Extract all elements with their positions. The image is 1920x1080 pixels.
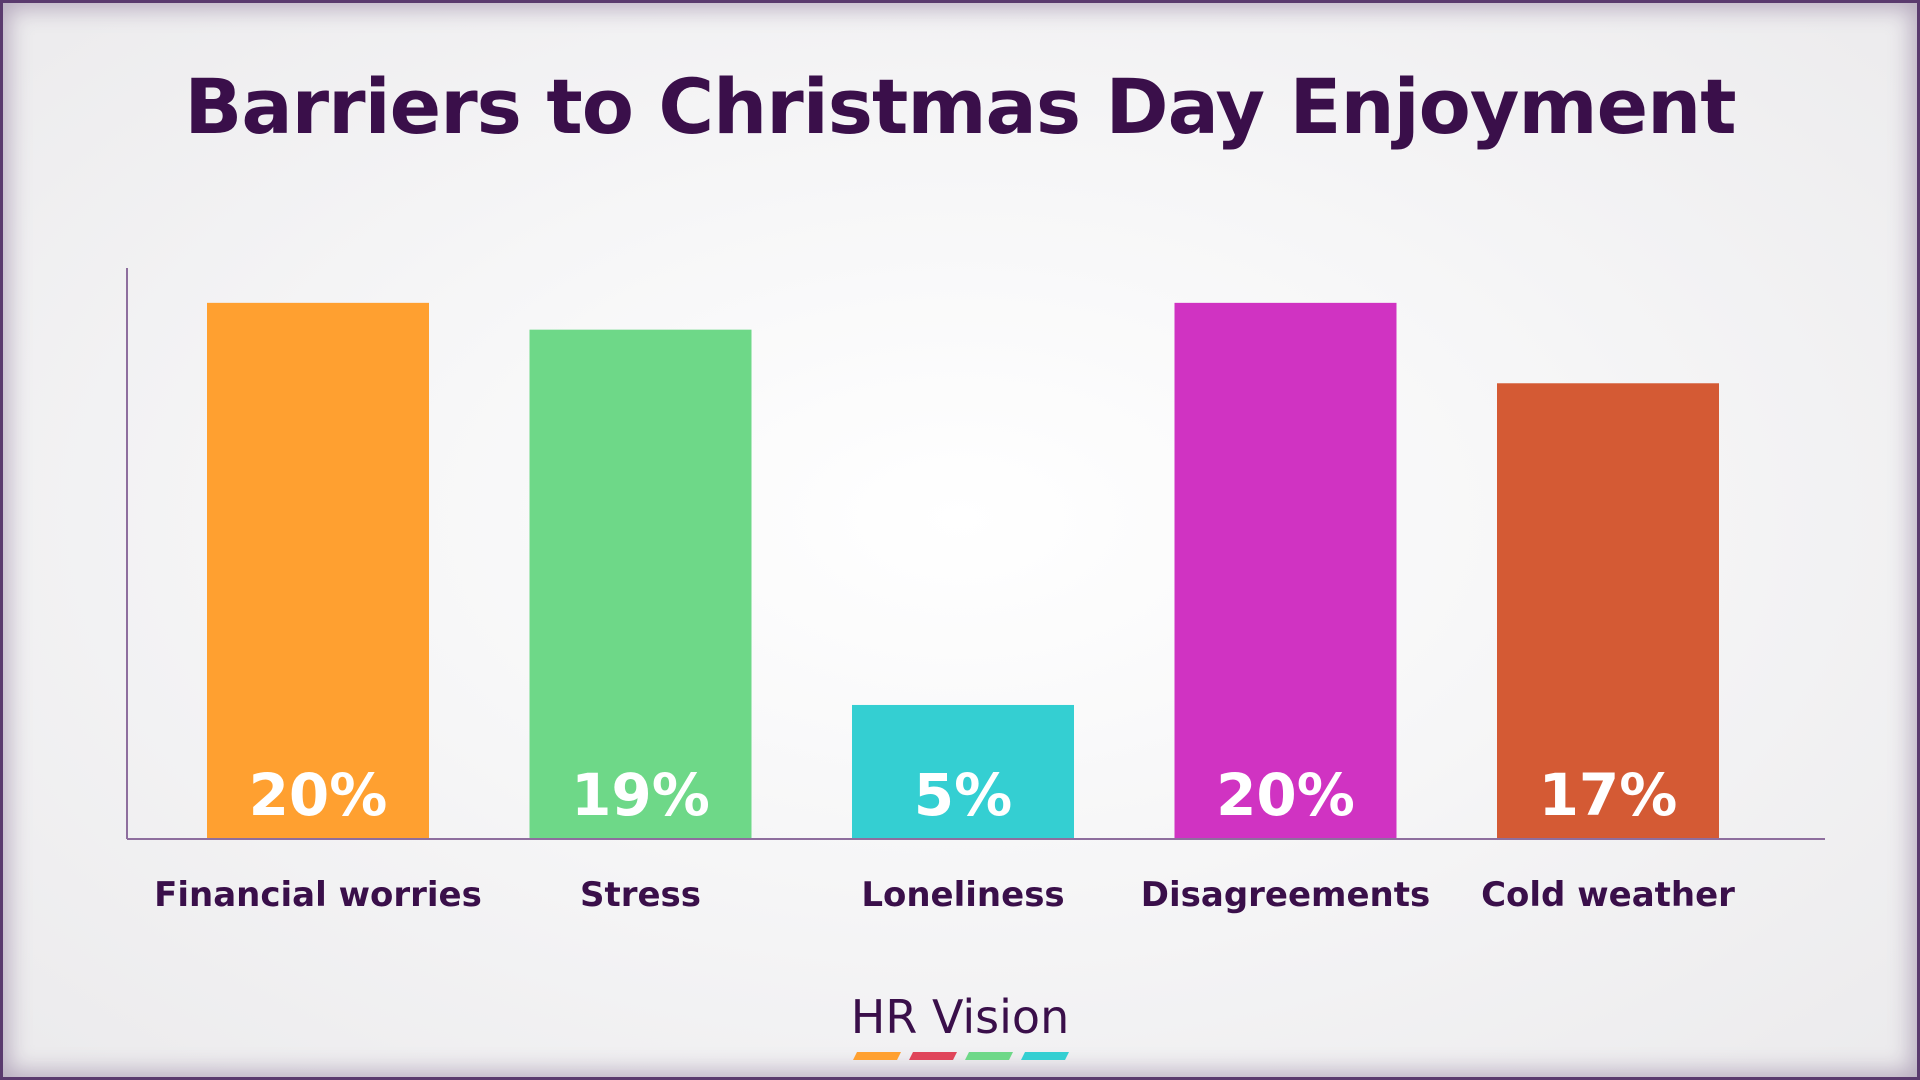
axes-layer (126, 268, 1825, 840)
category-label: Disagreements (1141, 875, 1430, 915)
bar-cold-weather (1497, 383, 1719, 839)
data-label: 17% (1539, 761, 1678, 829)
bar-loneliness (852, 704, 1074, 839)
chart-title: Barriers to Christmas Day Enjoyment (184, 62, 1736, 151)
brand-logo-stripes (853, 1052, 1069, 1060)
data-label: 20% (1216, 761, 1355, 829)
category-label: Cold weather (1481, 875, 1735, 915)
brand-stripe (909, 1052, 957, 1060)
category-label: Financial worries (154, 875, 482, 915)
labels-layer: 20% Financial worries 19% Stress 5% Lonelines… (154, 761, 1735, 915)
data-label: 5% (914, 761, 1012, 829)
brand-stripe (1021, 1052, 1069, 1060)
brand-stripe (853, 1052, 901, 1060)
bar-disagreements (1174, 302, 1397, 840)
category-label: Stress (580, 875, 701, 915)
brand-logo-text: HR Vision (850, 990, 1070, 1044)
bars-layer (207, 302, 1719, 840)
data-label: 20% (249, 761, 388, 829)
bar-chart: 20% Financial worries 19% Stress 5% Lonelines… (126, 268, 1825, 915)
category-label: Loneliness (861, 875, 1064, 915)
bar-financial-worries (207, 302, 429, 840)
brand-stripe (965, 1052, 1013, 1060)
bar-stress (529, 329, 752, 839)
data-label: 19% (571, 761, 710, 829)
